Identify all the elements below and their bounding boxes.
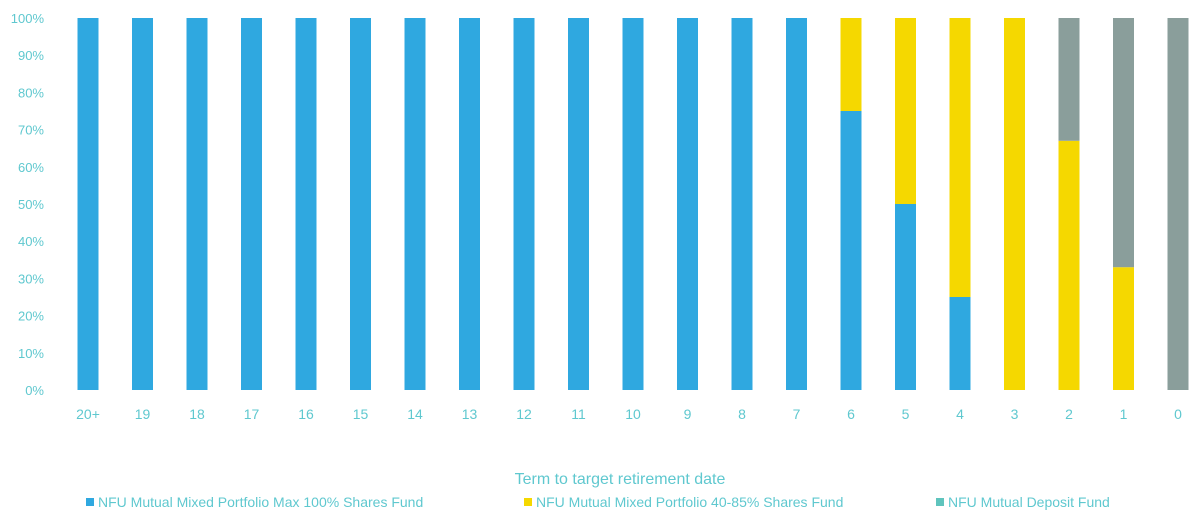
x-tick-label: 14 <box>407 406 423 422</box>
x-tick-label: 5 <box>902 406 910 422</box>
x-tick-label: 17 <box>244 406 260 422</box>
x-tick-label: 10 <box>625 406 641 422</box>
x-tick-label: 3 <box>1011 406 1019 422</box>
y-axis-ticks: 0% 10% 20% 30% 40% 50% 60% 70% 80% 90% 100% <box>11 11 45 398</box>
bar-segment-series-0 <box>186 18 208 390</box>
bar-segment-series-2 <box>1167 18 1189 390</box>
bar-segment-series-1 <box>840 18 862 111</box>
bar-segment-series-0 <box>731 18 753 390</box>
x-tick-label: 4 <box>956 406 964 422</box>
bar-segment-series-2 <box>1058 18 1080 141</box>
x-tick-label: 1 <box>1120 406 1128 422</box>
y-tick-label: 60% <box>18 160 44 175</box>
legend-swatch <box>936 498 944 506</box>
y-tick-label: 40% <box>18 234 44 249</box>
bar-segment-series-0 <box>132 18 153 390</box>
bar-segment-series-1 <box>949 18 971 297</box>
y-tick-label: 10% <box>18 346 44 361</box>
y-tick-label: 50% <box>18 197 44 212</box>
bar-segment-series-0 <box>786 18 807 390</box>
bar-segment-series-0 <box>241 18 262 390</box>
y-tick-label: 80% <box>18 85 44 100</box>
y-tick-label: 0% <box>25 383 44 398</box>
x-tick-label: 11 <box>571 406 586 422</box>
bar-segment-series-1 <box>895 18 916 204</box>
bar-segment-series-0 <box>895 204 916 390</box>
legend-label: NFU Mutual Deposit Fund <box>948 494 1110 510</box>
bar-segment-series-1 <box>1058 140 1080 390</box>
legend-label: NFU Mutual Mixed Portfolio 40-85% Shares… <box>536 494 843 510</box>
x-tick-label: 0 <box>1174 406 1182 422</box>
bar-segment-series-0 <box>459 18 480 390</box>
bar-segment-series-0 <box>295 18 317 390</box>
bar-segment-series-0 <box>513 18 535 390</box>
y-tick-label: 30% <box>18 271 44 286</box>
y-tick-label: 20% <box>18 309 44 324</box>
bar-segment-series-0 <box>568 18 589 390</box>
x-tick-label: 8 <box>738 406 746 422</box>
x-axis-ticks: 20+ 19 18 17 16 15 14 13 12 11 10 9 8 7 6 5 4 3 2 1 0 <box>76 406 1182 422</box>
bar-segment-series-0 <box>949 297 971 390</box>
x-tick-label: 15 <box>353 406 369 422</box>
x-tick-label: 7 <box>793 406 801 422</box>
x-tick-label: 2 <box>1065 406 1073 422</box>
legend-swatch <box>524 498 532 506</box>
x-tick-label: 18 <box>189 406 205 422</box>
x-tick-label: 9 <box>684 406 692 422</box>
bar-segment-series-2 <box>1113 18 1134 268</box>
x-tick-label: 6 <box>847 406 855 422</box>
x-axis-title: Term to target retirement date <box>515 471 726 488</box>
y-tick-label: 90% <box>18 48 44 63</box>
bar-segment-series-0 <box>622 18 644 390</box>
legend-label: NFU Mutual Mixed Portfolio Max 100% Shar… <box>98 494 423 510</box>
x-tick-label: 12 <box>516 406 532 422</box>
x-tick-label: 20+ <box>76 406 100 422</box>
bar-segment-series-1 <box>1004 18 1025 390</box>
bar-segment-series-0 <box>77 18 99 390</box>
x-tick-label: 19 <box>135 406 151 422</box>
x-tick-label: 16 <box>298 406 314 422</box>
y-tick-label: 70% <box>18 123 44 138</box>
bar-segment-series-0 <box>840 111 862 390</box>
bar-segment-series-0 <box>677 18 698 390</box>
y-tick-label: 100% <box>11 11 45 26</box>
bar-segment-series-0 <box>404 18 426 390</box>
legend-swatch <box>86 498 94 506</box>
bar-segment-series-0 <box>350 18 371 390</box>
bars-group <box>77 18 1189 390</box>
x-tick-label: 13 <box>462 406 478 422</box>
bar-segment-series-1 <box>1113 267 1134 390</box>
legend: NFU Mutual Mixed Portfolio Max 100% Shar… <box>86 494 1110 510</box>
